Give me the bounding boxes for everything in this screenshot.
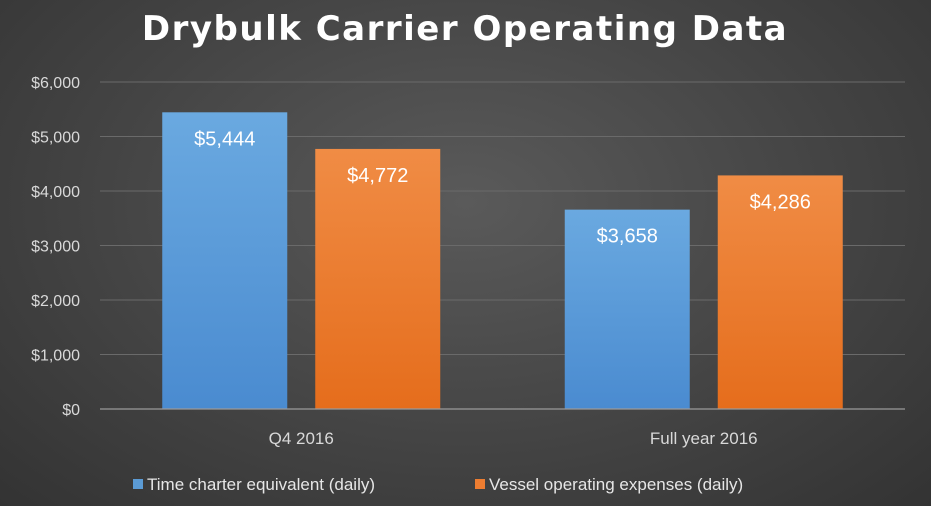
data-label: $3,658 (597, 226, 658, 248)
bar (315, 148, 441, 409)
data-label: $4,286 (750, 191, 811, 213)
legend-swatch (475, 479, 485, 489)
bar (564, 209, 690, 409)
legend-label: Time charter equivalent (daily) (147, 475, 375, 494)
data-label: $4,772 (347, 165, 408, 187)
legend-swatch (133, 479, 143, 489)
y-tick-label: $3,000 (31, 239, 80, 256)
legend-label: Vessel operating expenses (daily) (489, 475, 743, 494)
bar (162, 112, 288, 409)
chart-title: Drybulk Carrier Operating Data (142, 9, 788, 49)
legend: Time charter equivalent (daily) Vessel op… (133, 475, 743, 494)
y-tick-label: $5,000 (31, 130, 80, 147)
data-labels: $5,444 $4,772 $3,658 $4,286 (194, 128, 811, 247)
y-tick-label: $1,000 (31, 348, 80, 365)
x-axis-ticks: Q4 2016 Full year 2016 (269, 429, 758, 448)
y-tick-label: $6,000 (31, 75, 80, 92)
y-tick-label: $0 (62, 402, 80, 419)
data-label: $5,444 (194, 128, 255, 150)
x-tick-label: Full year 2016 (650, 429, 758, 448)
bar (717, 175, 843, 409)
y-tick-label: $2,000 (31, 293, 80, 310)
bars (162, 112, 843, 409)
y-tick-label: $4,000 (31, 184, 80, 201)
x-tick-label: Q4 2016 (269, 429, 334, 448)
y-axis-ticks: $0 $1,000 $2,000 $3,000 $4,000 $5,000 $6,000 (31, 75, 80, 419)
